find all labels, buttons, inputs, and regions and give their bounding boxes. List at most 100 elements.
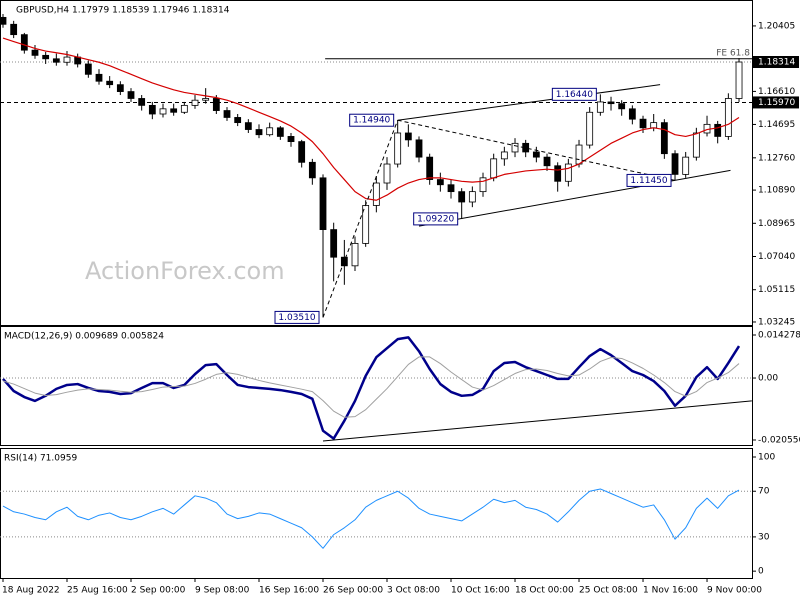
- trend-line: [397, 119, 676, 181]
- candle-body: [415, 139, 423, 158]
- pane-frame: [0, 326, 753, 446]
- annotation-label: 1.14940: [353, 116, 390, 126]
- candle-body: [607, 101, 615, 105]
- trend-line: [397, 84, 661, 121]
- y-tick-label: 1.16610: [758, 87, 795, 97]
- level-label: FE 61.8: [716, 48, 750, 58]
- price-marker: [753, 96, 799, 109]
- candle-body: [404, 132, 412, 141]
- candle-body: [490, 158, 498, 179]
- y-tick-label: 0: [758, 567, 764, 577]
- y-tick-label: 100: [758, 452, 775, 462]
- candle-body: [543, 156, 551, 167]
- x-tick-label: 1 Nov 16:00: [643, 586, 698, 596]
- candle-body: [95, 73, 103, 82]
- candle-body: [148, 104, 156, 115]
- y-tick-label: 0.00: [758, 374, 778, 384]
- annotation-box: [274, 310, 320, 324]
- candle-body: [511, 142, 519, 153]
- annotation-label: 1.16440: [556, 90, 593, 100]
- y-tick-label: 1.07040: [758, 252, 795, 262]
- candle-body: [724, 98, 732, 137]
- candle-body: [212, 98, 220, 111]
- candle-body: [42, 54, 50, 60]
- candle-body: [20, 34, 28, 51]
- y-tick-label: -0.020556: [758, 435, 800, 445]
- candle-body: [202, 98, 210, 101]
- y-tick-label: 1.14695: [758, 120, 795, 130]
- x-tick-label: 9 Sep 08:00: [195, 586, 250, 596]
- x-tick-label: 26 Sep 00:00: [323, 586, 383, 596]
- x-tick-label: 10 Oct 16:00: [451, 586, 510, 596]
- candle-body: [276, 127, 284, 137]
- candle-body: [596, 101, 604, 113]
- series-line: [2, 37, 740, 201]
- series-line: [2, 356, 740, 418]
- x-tick-label: 3 Oct 08:00: [387, 586, 440, 596]
- annotation-box: [349, 113, 395, 127]
- x-tick-label: 25 Aug 16:00: [67, 586, 128, 596]
- candle-body: [191, 99, 199, 106]
- candle-body: [500, 151, 508, 160]
- price-marker: [753, 56, 799, 69]
- candle-body: [266, 127, 274, 136]
- x-tick-label: 9 Nov 00:00: [707, 586, 762, 596]
- trend-line: [418, 169, 731, 227]
- candle-body: [618, 103, 626, 110]
- candle-body: [180, 104, 188, 113]
- annotation-box: [551, 87, 597, 101]
- candle-body: [660, 122, 668, 155]
- x-tick-label: 16 Sep 16:00: [259, 586, 319, 596]
- candle-body: [138, 98, 146, 106]
- candle-body: [116, 84, 124, 92]
- candle-body: [554, 165, 562, 182]
- candle-body: [298, 141, 306, 163]
- candle-body: [351, 242, 359, 267]
- watermark: ActionForex.com: [85, 257, 285, 285]
- candle-body: [10, 23, 18, 36]
- candle-body: [436, 179, 444, 186]
- candle-body: [52, 58, 60, 63]
- x-tick-label: 2 Sep 00:00: [131, 586, 186, 596]
- y-tick-label: 1.08965: [758, 219, 795, 229]
- candle-body: [170, 108, 178, 113]
- pane-title: RSI(14) 71.0959: [4, 454, 77, 464]
- price-marker-label: 1.18314: [758, 58, 795, 68]
- pane-frame: [0, 448, 753, 579]
- y-tick-label: 30: [758, 532, 770, 542]
- y-tick-label: 1.10890: [758, 186, 795, 196]
- candle-body: [234, 117, 242, 124]
- candle-body: [468, 191, 476, 203]
- pane-title: GBPUSD,H4 1.17979 1.18539 1.17946 1.1831…: [16, 6, 230, 16]
- candle-body: [458, 191, 466, 203]
- x-tick-label: 25 Oct 08:00: [579, 586, 638, 596]
- annotation-label: 1.09220: [417, 214, 454, 224]
- series-line: [2, 488, 740, 549]
- annotation-label: 1.11450: [630, 176, 667, 186]
- candle-body: [31, 49, 39, 56]
- pane-frame: [0, 0, 753, 326]
- candle-body: [586, 111, 594, 146]
- y-tick-label: 70: [758, 487, 770, 497]
- price-marker-label: 1.15970: [758, 98, 795, 108]
- annotation-label: 1.03510: [278, 313, 315, 323]
- candle-body: [287, 136, 295, 143]
- candle-body: [628, 108, 636, 120]
- series-line: [2, 336, 741, 440]
- candle-body: [447, 184, 455, 193]
- candle-body: [244, 122, 252, 130]
- y-tick-label: 1.03245: [758, 317, 795, 327]
- trend-line: [322, 120, 399, 318]
- candle-body: [532, 151, 540, 158]
- candle-body: [106, 80, 114, 86]
- candle-body: [394, 132, 402, 165]
- candle-body: [159, 108, 167, 115]
- candle-body: [308, 161, 316, 179]
- annotation-box: [413, 212, 459, 226]
- x-tick-label: 18 Aug 2022: [2, 586, 60, 596]
- pane-title: MACD(12,26,9) 0.009689 0.005824: [4, 332, 164, 342]
- candle-body: [84, 63, 92, 75]
- candle-body: [735, 61, 743, 99]
